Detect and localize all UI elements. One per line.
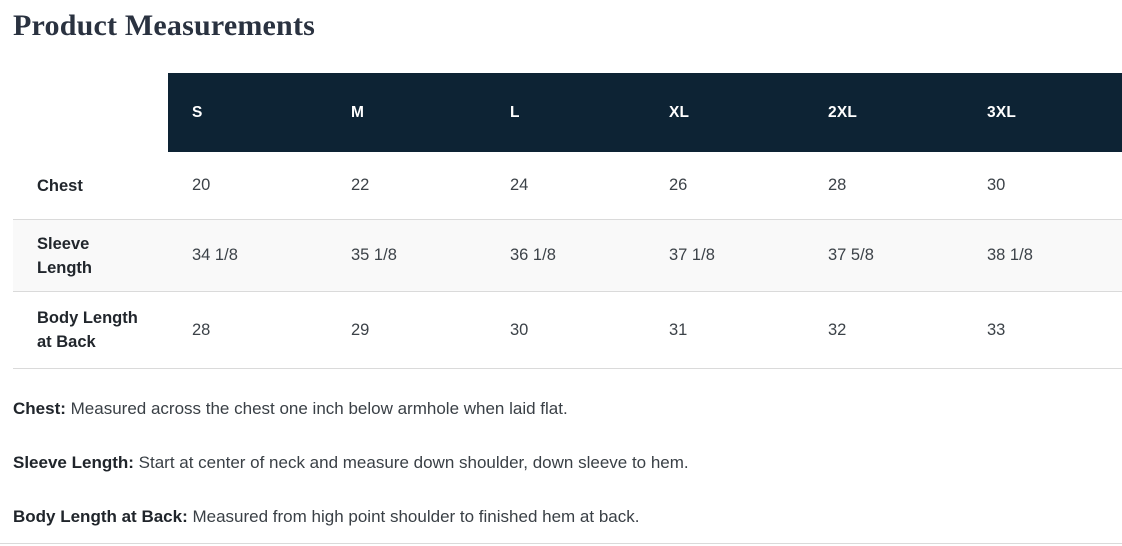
chest-value-s: 20 bbox=[192, 176, 211, 194]
column-header-3xl: 3XL bbox=[963, 73, 1122, 152]
footnote-sleeve-length: Sleeve Length: Start at center of neck a… bbox=[13, 452, 1122, 473]
header-spacer-cell bbox=[13, 73, 168, 152]
chest-value-m: 22 bbox=[351, 176, 370, 194]
footnote-chest: Chest: Measured across the chest one inc… bbox=[13, 398, 1122, 419]
section-divider bbox=[0, 543, 1122, 544]
column-header-l: L bbox=[486, 73, 645, 152]
row-label-body-length-at-back: Body Length at Back bbox=[37, 309, 138, 351]
body-length-value-2xl: 32 bbox=[828, 320, 847, 339]
sleeve-value-xl: 37 1/8 bbox=[669, 246, 715, 264]
footnote-chest-term: Chest: bbox=[13, 399, 66, 418]
page-title: Product Measurements bbox=[13, 9, 316, 42]
body-length-value-3xl: 33 bbox=[987, 320, 1006, 339]
table-row-sleeve-length: Sleeve Length 34 1/8 35 1/8 36 1/8 37 1/… bbox=[13, 220, 1122, 292]
footnote-sleeve-length-description: Start at center of neck and measure down… bbox=[138, 453, 689, 472]
sleeve-value-l: 36 1/8 bbox=[510, 246, 556, 264]
footnote-body-length-at-back-term: Body Length at Back: bbox=[13, 507, 188, 526]
row-label-chest: Chest bbox=[37, 176, 83, 195]
sleeve-value-s: 34 1/8 bbox=[192, 246, 238, 264]
column-header-xl: XL bbox=[645, 73, 804, 152]
sleeve-value-3xl: 38 1/8 bbox=[987, 246, 1033, 264]
chest-value-2xl: 28 bbox=[828, 176, 847, 194]
column-header-m: M bbox=[327, 73, 486, 152]
footnote-body-length-at-back-description: Measured from high point shoulder to fin… bbox=[192, 507, 640, 526]
row-label-sleeve-length: Sleeve Length bbox=[37, 234, 92, 277]
chest-value-3xl: 30 bbox=[987, 176, 1006, 194]
product-measurements-section: Product Measurements S M L XL 2XL 3XL Ch… bbox=[0, 6, 1122, 546]
table-row-body-length-at-back: Body Length at Back 28 29 30 31 32 33 bbox=[13, 292, 1122, 369]
body-length-value-xl: 31 bbox=[669, 320, 688, 339]
body-length-value-l: 30 bbox=[510, 320, 529, 339]
column-header-s: S bbox=[168, 73, 327, 152]
measurement-footnotes: Chest: Measured across the chest one inc… bbox=[13, 398, 1122, 527]
body-length-value-s: 28 bbox=[192, 320, 211, 339]
measurements-table: S M L XL 2XL 3XL Chest 20 22 24 26 28 30… bbox=[13, 73, 1122, 369]
table-header-row: S M L XL 2XL 3XL bbox=[13, 73, 1122, 152]
sleeve-value-2xl: 37 5/8 bbox=[828, 246, 874, 264]
footnote-sleeve-length-term: Sleeve Length: bbox=[13, 453, 134, 472]
chest-value-l: 24 bbox=[510, 176, 529, 194]
body-length-value-m: 29 bbox=[351, 320, 370, 339]
footnote-body-length-at-back: Body Length at Back: Measured from high … bbox=[13, 506, 1122, 527]
column-header-2xl: 2XL bbox=[804, 73, 963, 152]
sleeve-value-m: 35 1/8 bbox=[351, 246, 397, 264]
table-row-chest: Chest 20 22 24 26 28 30 bbox=[13, 152, 1122, 220]
chest-value-xl: 26 bbox=[669, 176, 688, 194]
footnote-chest-description: Measured across the chest one inch below… bbox=[70, 399, 568, 418]
